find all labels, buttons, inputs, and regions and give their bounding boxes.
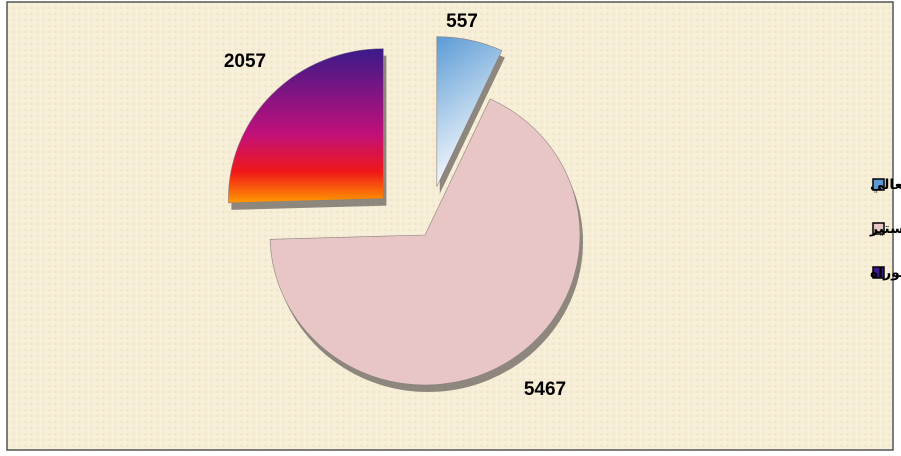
data-label: 557 — [446, 11, 478, 32]
slice — [228, 48, 384, 204]
legend-label: الدكتوراه — [870, 265, 901, 281]
legend-swatch — [872, 178, 885, 191]
legend-label: الدبلوم العالي — [870, 177, 901, 193]
pie — [228, 36, 583, 392]
legend: الدبلوم العالي الماجستير الدكتوراه — [869, 177, 901, 281]
slice — [436, 36, 503, 187]
legend-swatch — [872, 222, 885, 235]
legend-label: الماجستير — [869, 221, 901, 237]
slice — [269, 98, 581, 386]
data-label: 5467 — [524, 379, 566, 400]
legend-swatch — [872, 266, 885, 279]
data-label: 2057 — [224, 51, 266, 72]
